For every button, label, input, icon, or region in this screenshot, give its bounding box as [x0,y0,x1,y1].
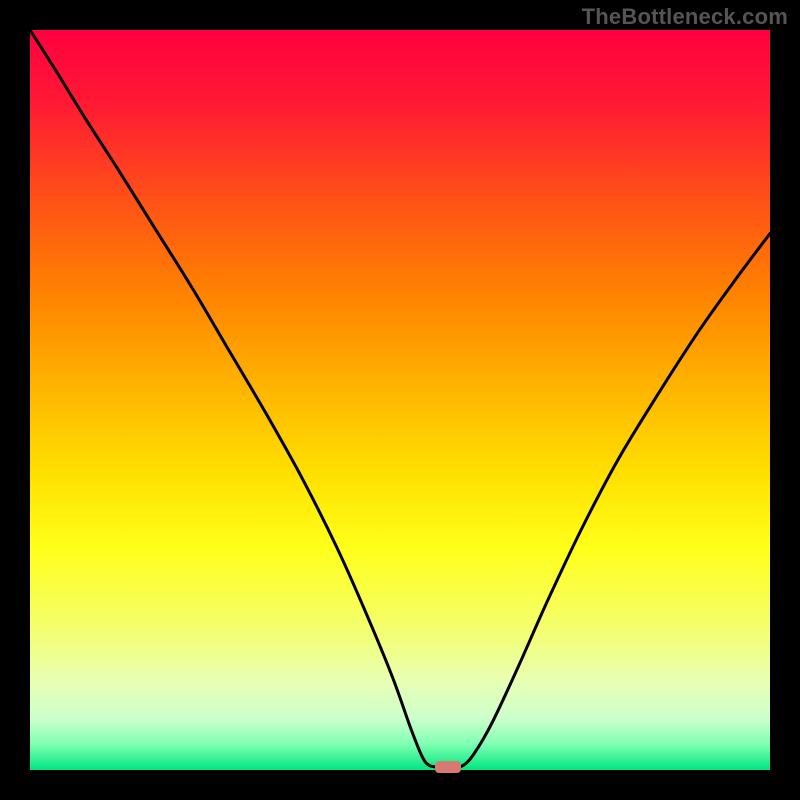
bottleneck-curve [30,30,770,770]
optimal-point-marker [435,761,461,773]
chart-frame: TheBottleneck.com [0,0,800,800]
plot-area [30,30,770,770]
watermark-text: TheBottleneck.com [582,4,788,30]
